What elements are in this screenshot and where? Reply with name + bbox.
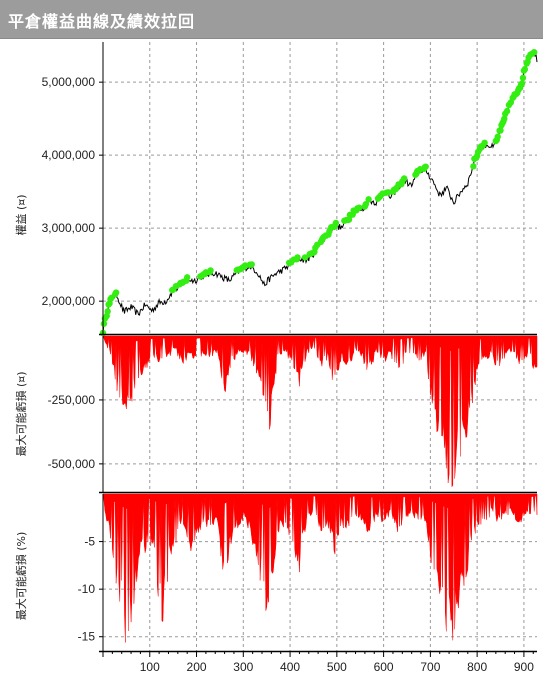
new-high-marker (362, 200, 370, 208)
new-high-marker (207, 267, 214, 274)
new-high-marker (248, 261, 255, 268)
new-high-marker (356, 204, 363, 211)
y-tick-label: 2,000,000 (42, 294, 96, 308)
new-high-marker (112, 289, 120, 296)
x-tick-label: 800 (467, 660, 487, 674)
y-axis-titles: 權益 (¤) 最大可能虧損 (¤) 最大可能虧損 (%) (14, 194, 28, 620)
drawdown-area (102, 335, 538, 488)
new-high-marker (530, 49, 538, 56)
x-tick-label: 100 (140, 660, 160, 674)
new-high-marker (400, 175, 408, 182)
y-tick-label: -15 (78, 630, 96, 644)
x-tick-label: 400 (280, 660, 300, 674)
x-tick-label: 500 (327, 660, 347, 674)
new-high-marker (497, 127, 504, 134)
new-high-marker (104, 308, 111, 315)
x-tick-label: 700 (420, 660, 440, 674)
equity-curve-line (102, 50, 538, 334)
window-title: 平倉權益曲線及績效拉回 (8, 12, 196, 31)
new-high-marker (422, 163, 429, 170)
drawdown-area (102, 493, 538, 643)
drawdown-amount-panel: -250,000 -500,000 (48, 335, 538, 494)
x-tick-label: 900 (514, 660, 534, 674)
new-high-marker (521, 66, 529, 73)
y-tick-label: 4,000,000 (42, 148, 96, 162)
new-high-marker (241, 262, 249, 269)
drawdown-percent-panel: -5 -10 -15 (78, 493, 538, 653)
new-high-marker (183, 274, 191, 281)
y-tick-label: 3,000,000 (42, 221, 96, 235)
new-high-marker (100, 320, 108, 327)
new-high-marker (332, 219, 340, 227)
drawdown-percent-axis-label: 最大可能虧損 (%) (14, 532, 28, 621)
window-title-bar: 平倉權益曲線及績效拉回 (0, 0, 543, 39)
new-high-marker (503, 107, 511, 115)
new-high-marker (494, 133, 501, 140)
equity-axis-label: 權益 (¤) (14, 194, 28, 235)
new-high-marker (294, 254, 301, 261)
new-high-marker (365, 196, 372, 203)
new-high-marker (481, 139, 488, 146)
new-high-marker (345, 216, 353, 223)
new-high-marker (518, 80, 526, 87)
x-tick-label: 200 (187, 660, 207, 674)
y-tick-label: -250,000 (48, 393, 96, 407)
y-tick-label: 5,000,000 (42, 75, 96, 89)
new-high-marker (470, 163, 477, 170)
x-axis: 100 200 300 400 500 600 700 800 900 (102, 651, 534, 674)
x-tick-label: 300 (233, 660, 253, 674)
y-tick-label: -10 (78, 582, 96, 596)
new-high-marker (501, 115, 508, 123)
new-high-marker (301, 254, 309, 261)
equity-panel: 2,000,000 3,000,000 4,000,000 5,000,000 (42, 42, 538, 337)
x-tick-label: 600 (374, 660, 394, 674)
drawdown-amount-axis-label: 最大可能虧損 (¤) (14, 371, 28, 456)
equity-drawdown-chart: 2,000,000 3,000,000 4,000,000 5,000,000 -25… (14, 42, 538, 674)
y-tick-label: -5 (84, 535, 95, 549)
y-tick-label: -500,000 (48, 457, 96, 471)
new-high-marker (519, 74, 527, 82)
